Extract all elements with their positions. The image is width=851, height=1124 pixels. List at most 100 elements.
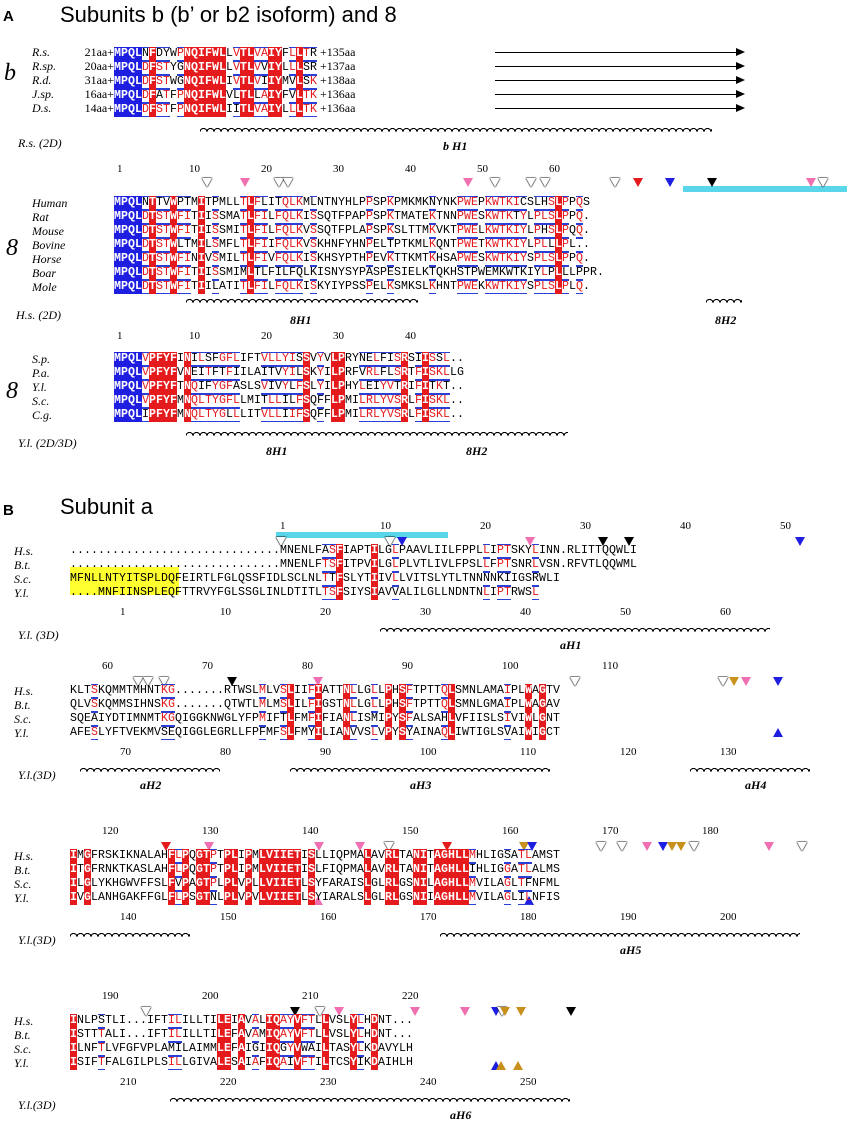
residue: M <box>119 684 126 697</box>
residue: S <box>546 558 553 571</box>
residue: S <box>497 712 504 725</box>
residue: G <box>371 877 378 890</box>
residue: W <box>464 238 471 251</box>
residue: Y <box>520 238 527 251</box>
residue: S <box>303 394 310 408</box>
residue: A <box>161 1042 168 1055</box>
residue: P <box>149 394 156 408</box>
residue: F <box>273 712 280 725</box>
residue: Q <box>105 684 112 697</box>
residue: I <box>287 1056 294 1069</box>
residue: L <box>450 366 457 379</box>
residue: V <box>303 238 310 251</box>
subunit8-mammal-helix1-label: 8H1 <box>290 313 312 327</box>
residue: L <box>322 1056 329 1070</box>
residue: V <box>289 75 296 88</box>
residue: T <box>422 252 429 265</box>
residue: S <box>329 698 336 711</box>
residue: T <box>163 252 170 265</box>
residue: . <box>210 684 217 697</box>
residue: A <box>413 726 420 739</box>
species-name: Y.l. <box>14 586 29 600</box>
sequence-row: QLVSKQMMSIHNSKG.......QTWTLMLMSLILFIGSTN… <box>70 698 560 712</box>
residue: S <box>156 238 163 251</box>
residue: . <box>597 266 604 279</box>
residue: V <box>392 586 399 599</box>
residue: . <box>133 558 140 571</box>
residue: T <box>336 684 343 697</box>
residue: Y <box>392 1042 399 1055</box>
residue: A <box>238 1014 245 1028</box>
residue: F <box>406 698 413 711</box>
residue: S <box>527 280 534 293</box>
residue: T <box>149 252 156 266</box>
residue: . <box>175 684 182 697</box>
residue: . <box>245 544 252 557</box>
residue: T <box>394 380 401 393</box>
residue: L <box>175 863 182 876</box>
residue: M <box>177 394 184 407</box>
residue: K <box>317 280 324 293</box>
residue: L <box>268 224 275 237</box>
residue: G <box>399 891 406 904</box>
residue: L <box>287 726 294 740</box>
residue: P <box>121 47 128 61</box>
residue: I <box>198 366 205 379</box>
species-name: Human <box>32 196 68 210</box>
residue: I <box>133 1056 140 1069</box>
residue: T <box>205 196 212 209</box>
residue: I <box>198 196 205 210</box>
residue-marker-icon <box>642 842 652 851</box>
residue: M <box>415 196 422 209</box>
residue: . <box>105 544 112 557</box>
residue: S <box>394 224 401 237</box>
residue: . <box>217 684 224 697</box>
residue: T <box>499 210 506 223</box>
ruler-tick-label: 180 <box>520 911 537 923</box>
residue: A <box>252 1028 259 1041</box>
residue: F <box>168 891 175 905</box>
residue: T <box>329 572 336 585</box>
residue: F <box>308 684 315 697</box>
residue: I <box>196 1042 203 1055</box>
residue-marker-icon <box>141 1007 151 1016</box>
species-name: Mole <box>32 280 57 294</box>
subunit-a-top-ruler: 1 10 20 30 40 50 <box>72 520 832 534</box>
residue: P <box>147 586 154 599</box>
residue-marker-icon <box>133 677 143 686</box>
sequence-row: SQEAIYDTIMNMTKGQIGGKNWGLYFPMIFTLFMFIFIAN… <box>70 712 560 726</box>
residue: I <box>175 1042 182 1055</box>
residue-suffix: +135aa <box>320 45 356 59</box>
residue: V <box>261 352 268 365</box>
residue: L <box>441 586 448 599</box>
residue: M <box>114 196 121 210</box>
residue: Y <box>163 408 170 422</box>
sequence-row: MFNLLNTYITSPLDQFEIRTLFGLQSSFIDLSCLNLTTFS… <box>70 572 637 586</box>
residue: N <box>184 75 191 89</box>
residue: L <box>210 572 217 585</box>
residue: I <box>420 726 427 739</box>
residue: K <box>429 280 436 293</box>
residue: P <box>245 877 252 891</box>
residue: P <box>394 238 401 251</box>
residue: L <box>357 1014 364 1027</box>
residue: T <box>163 224 170 237</box>
residue: V <box>226 89 233 102</box>
residue: Y <box>352 266 359 279</box>
residue: K <box>408 238 415 251</box>
residue: T <box>240 210 247 223</box>
residue: F <box>322 877 329 890</box>
ruler-tick-label: 60 <box>549 163 560 175</box>
residue: I <box>441 544 448 557</box>
residue: P <box>224 877 231 891</box>
residue: I <box>476 726 483 739</box>
residue: L <box>511 877 518 890</box>
residue: D <box>142 210 149 223</box>
ruler-tick-label: 50 <box>477 163 488 175</box>
residue: L <box>352 224 359 237</box>
residue: W <box>616 558 623 571</box>
residue: F <box>147 877 154 890</box>
residue: L <box>91 572 98 585</box>
residue-marker-icon <box>143 677 153 686</box>
residue: I <box>266 586 273 599</box>
